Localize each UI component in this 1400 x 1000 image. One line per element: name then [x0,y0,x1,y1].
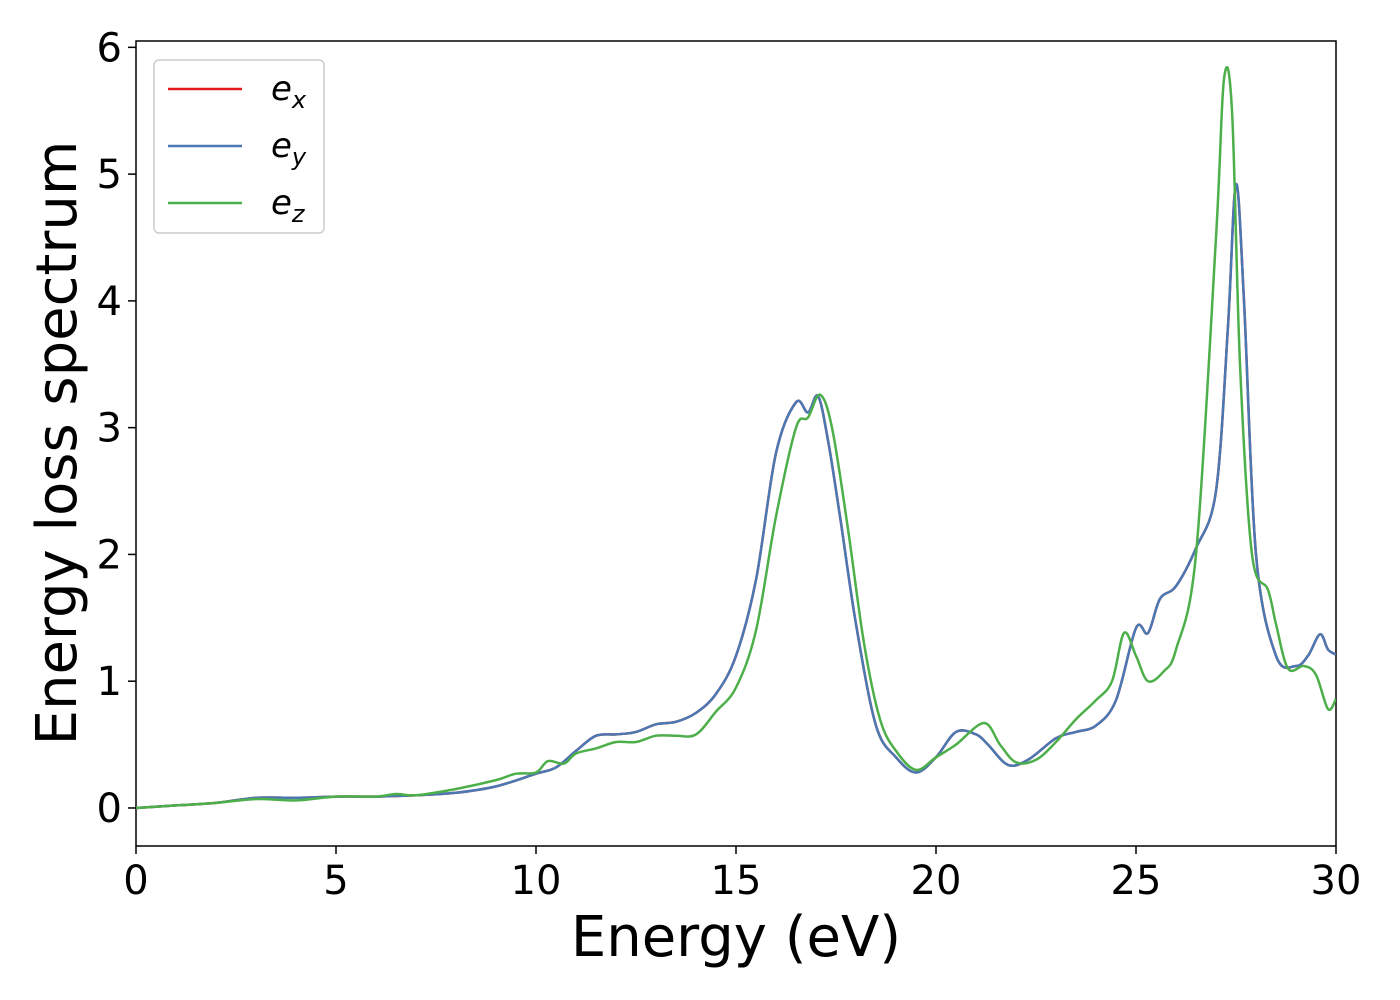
y-tick-label: 0 [97,786,122,832]
series-layer [136,66,1336,810]
y-tick-label: 1 [97,659,122,705]
x-tick-label: 15 [711,858,762,904]
x-axis-label: Energy (eV) [571,905,901,970]
y-tick-label: 6 [97,25,122,71]
y-tick-label: 3 [97,406,122,452]
plot-area [135,40,1337,847]
x-tick-label: 5 [323,858,348,904]
series-line-z [136,66,1336,810]
y-tick-label: 2 [97,532,122,578]
x-tick-label: 25 [1111,858,1162,904]
y-axis: 0 1 2 3 4 5 6 [97,25,136,832]
x-axis: 0 5 10 15 20 25 30 [123,846,1361,904]
x-tick-label: 20 [911,858,962,904]
y-tick-label: 5 [97,152,122,198]
x-tick-label: 0 [123,858,148,904]
x-tick-label: 30 [1311,858,1362,904]
y-axis-label: Energy loss spectrum [25,141,90,746]
y-tick-label: 4 [97,279,122,325]
x-tick-label: 10 [511,858,562,904]
